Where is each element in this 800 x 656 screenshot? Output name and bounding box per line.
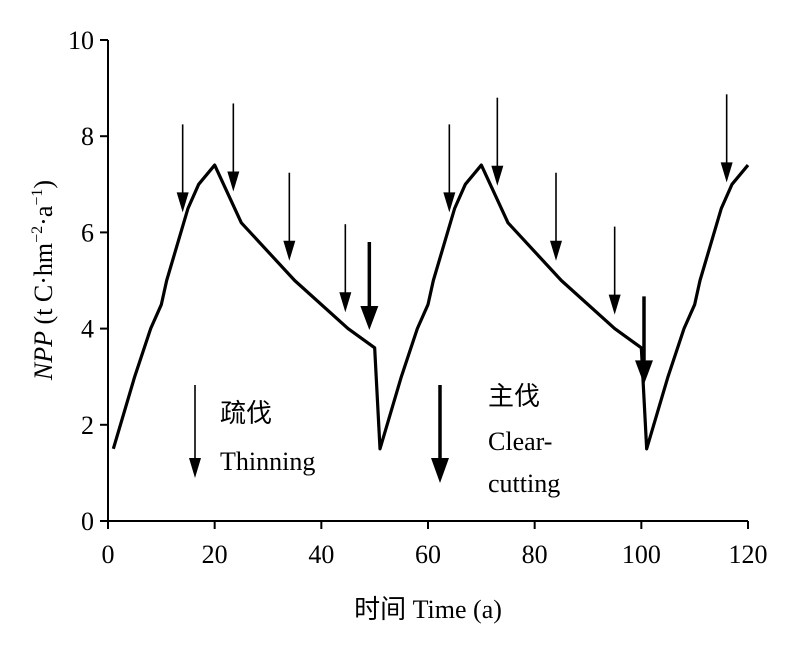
legend-text: Thinning (220, 447, 315, 476)
thinning-arrow-head (491, 165, 504, 186)
thinning-arrow-head (720, 162, 733, 183)
y-tick-label: 4 (81, 315, 94, 344)
x-tick-label: 120 (729, 540, 768, 569)
legend-thin-head (189, 458, 201, 478)
thinning-arrow-head (283, 240, 296, 261)
thinning-arrow-head (339, 292, 352, 313)
legend-text: Clear- (488, 427, 552, 456)
thinning-arrow-head (176, 192, 189, 213)
legend-text: cutting (488, 469, 560, 498)
legend-text: 疏伐 (220, 399, 272, 428)
clearcutting-arrow-head (360, 305, 379, 330)
legend-thick-head (431, 458, 449, 483)
y-tick-label: 6 (81, 218, 94, 247)
x-tick-label: 100 (622, 540, 661, 569)
npp-line (111, 163, 750, 451)
thinning-arrow-head (443, 192, 456, 213)
y-tick-label: 8 (81, 122, 94, 151)
x-tick-label: 80 (522, 540, 548, 569)
thinning-arrow-head (550, 240, 562, 261)
y-tick-label: 0 (81, 507, 94, 536)
x-tick-label: 20 (202, 540, 228, 569)
y-axis-label: NPP (t C·hm−2·a−1) (29, 180, 58, 381)
y-tick-label: 2 (81, 411, 94, 440)
thinning-arrow-head (227, 171, 240, 192)
x-tick-label: 0 (102, 540, 115, 569)
y-tick-label: 10 (68, 26, 94, 55)
thinning-arrow-head (608, 294, 621, 315)
legend-text: 主伐 (488, 382, 540, 411)
x-axis-label: 时间 Time (a) (354, 595, 502, 624)
x-tick-label: 40 (308, 540, 334, 569)
legend: 疏伐 Thinning 主伐 Clear- cutting (189, 382, 560, 498)
x-tick-label: 60 (415, 540, 441, 569)
clearcutting-arrow-head (635, 360, 653, 385)
